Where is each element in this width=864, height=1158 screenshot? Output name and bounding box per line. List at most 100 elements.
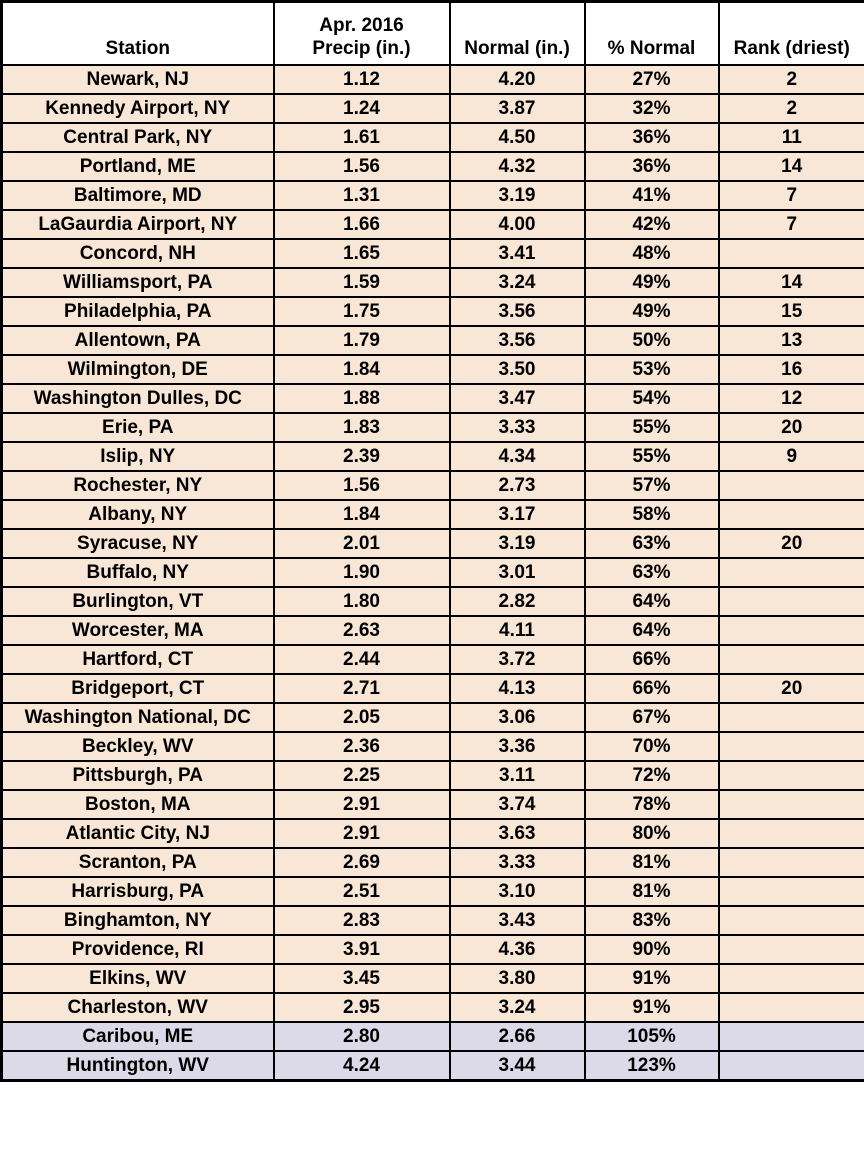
table-row: Scranton, PA 2.69 3.33 81% <box>0 847 864 878</box>
station-cell: Providence, RI <box>0 934 275 965</box>
rank-cell <box>717 789 864 820</box>
precip-cell: 2.91 <box>272 789 451 820</box>
rank-cell: 16 <box>717 354 864 385</box>
precip-cell: 1.84 <box>272 499 451 530</box>
precip-cell: 4.24 <box>272 1050 451 1082</box>
rank-cell <box>717 760 864 791</box>
normal-cell: 3.19 <box>448 180 586 211</box>
table-row: Worcester, MA 2.63 4.11 64% <box>0 615 864 646</box>
station-cell: Pittsburgh, PA <box>0 760 275 791</box>
table-row: Albany, NY 1.84 3.17 58% <box>0 499 864 530</box>
rank-cell: 20 <box>717 528 864 559</box>
normal-cell: 4.32 <box>448 151 586 182</box>
station-cell: Harrisburg, PA <box>0 876 275 907</box>
header-row: Station Apr. 2016 Precip (in.) Normal (i… <box>0 0 864 66</box>
rank-cell <box>717 615 864 646</box>
normal-cell: 3.63 <box>448 818 586 849</box>
rank-cell: 15 <box>717 296 864 327</box>
station-cell: Portland, ME <box>0 151 275 182</box>
pct-normal-cell: 78% <box>583 789 720 820</box>
table-row: Erie, PA 1.83 3.33 55% 20 <box>0 412 864 443</box>
pct-normal-cell: 55% <box>583 412 720 443</box>
precip-cell: 2.80 <box>272 1021 451 1052</box>
table-row: Newark, NJ 1.12 4.20 27% 2 <box>0 64 864 95</box>
normal-cell: 3.33 <box>448 847 586 878</box>
rank-cell <box>717 876 864 907</box>
precip-cell: 3.45 <box>272 963 451 994</box>
station-cell: Worcester, MA <box>0 615 275 646</box>
rank-cell: 20 <box>717 412 864 443</box>
rank-cell <box>717 1021 864 1052</box>
rank-cell <box>717 644 864 675</box>
precip-cell: 2.36 <box>272 731 451 762</box>
precip-cell: 1.56 <box>272 470 451 501</box>
pct-normal-cell: 54% <box>583 383 720 414</box>
rank-cell: 7 <box>717 209 864 240</box>
normal-cell: 3.80 <box>448 963 586 994</box>
pct-normal-cell: 91% <box>583 992 720 1023</box>
normal-cell: 3.72 <box>448 644 586 675</box>
station-cell: Rochester, NY <box>0 470 275 501</box>
normal-cell: 3.06 <box>448 702 586 733</box>
normal-cell: 3.24 <box>448 992 586 1023</box>
pct-normal-cell: 80% <box>583 818 720 849</box>
precip-cell: 2.95 <box>272 992 451 1023</box>
station-cell: Williamsport, PA <box>0 267 275 298</box>
precip-cell: 1.12 <box>272 64 451 95</box>
header-rank: Rank (driest) <box>717 0 864 66</box>
table-header: Station Apr. 2016 Precip (in.) Normal (i… <box>0 0 864 66</box>
table-row: Washington Dulles, DC 1.88 3.47 54% 12 <box>0 383 864 414</box>
table-row: Atlantic City, NJ 2.91 3.63 80% <box>0 818 864 849</box>
table-row: Elkins, WV 3.45 3.80 91% <box>0 963 864 994</box>
rank-cell: 14 <box>717 151 864 182</box>
table-row: Burlington, VT 1.80 2.82 64% <box>0 586 864 617</box>
station-cell: LaGaurdia Airport, NY <box>0 209 275 240</box>
precip-cell: 2.44 <box>272 644 451 675</box>
precip-cell: 2.63 <box>272 615 451 646</box>
precip-cell: 2.01 <box>272 528 451 559</box>
table-row: Baltimore, MD 1.31 3.19 41% 7 <box>0 180 864 211</box>
precip-cell: 1.24 <box>272 93 451 124</box>
precip-cell: 1.83 <box>272 412 451 443</box>
precip-cell: 1.90 <box>272 557 451 588</box>
rank-cell: 13 <box>717 325 864 356</box>
pct-normal-cell: 42% <box>583 209 720 240</box>
normal-cell: 3.24 <box>448 267 586 298</box>
pct-normal-cell: 83% <box>583 905 720 936</box>
precip-cell: 1.59 <box>272 267 451 298</box>
table-row: Kennedy Airport, NY 1.24 3.87 32% 2 <box>0 93 864 124</box>
pct-normal-cell: 90% <box>583 934 720 965</box>
station-cell: Wilmington, DE <box>0 354 275 385</box>
precip-cell: 1.56 <box>272 151 451 182</box>
normal-cell: 3.33 <box>448 412 586 443</box>
precip-cell: 2.25 <box>272 760 451 791</box>
rank-cell <box>717 847 864 878</box>
normal-cell: 4.00 <box>448 209 586 240</box>
table-row: Philadelphia, PA 1.75 3.56 49% 15 <box>0 296 864 327</box>
pct-normal-cell: 32% <box>583 93 720 124</box>
station-cell: Syracuse, NY <box>0 528 275 559</box>
table-row: Huntington, WV 4.24 3.44 123% <box>0 1050 864 1082</box>
table-row: Williamsport, PA 1.59 3.24 49% 14 <box>0 267 864 298</box>
table-row: Providence, RI 3.91 4.36 90% <box>0 934 864 965</box>
precip-cell: 1.61 <box>272 122 451 153</box>
station-cell: Caribou, ME <box>0 1021 275 1052</box>
rank-cell: 20 <box>717 673 864 704</box>
station-cell: Burlington, VT <box>0 586 275 617</box>
normal-cell: 4.13 <box>448 673 586 704</box>
station-cell: Allentown, PA <box>0 325 275 356</box>
station-cell: Concord, NH <box>0 238 275 269</box>
station-cell: Binghamton, NY <box>0 905 275 936</box>
station-cell: Boston, MA <box>0 789 275 820</box>
station-cell: Hartford, CT <box>0 644 275 675</box>
table-row: Pittsburgh, PA 2.25 3.11 72% <box>0 760 864 791</box>
rank-cell <box>717 934 864 965</box>
table-row: Wilmington, DE 1.84 3.50 53% 16 <box>0 354 864 385</box>
normal-cell: 4.50 <box>448 122 586 153</box>
rank-cell <box>717 557 864 588</box>
table-row: Rochester, NY 1.56 2.73 57% <box>0 470 864 501</box>
rank-cell <box>717 731 864 762</box>
pct-normal-cell: 55% <box>583 441 720 472</box>
normal-cell: 4.11 <box>448 615 586 646</box>
rank-cell <box>717 992 864 1023</box>
